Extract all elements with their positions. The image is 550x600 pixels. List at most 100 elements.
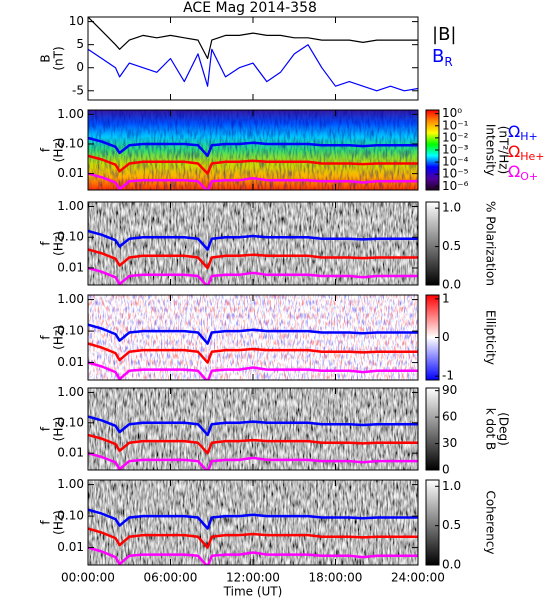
x-tick-label: 06:00:00 [144,571,198,585]
series-line [88,415,418,437]
colorbar-tick-label: 1.0 [442,201,461,215]
series-line [88,508,418,530]
series-line [88,44,418,92]
colorbar-tick-label: 10⁻⁴ [442,155,469,169]
colorbar-tick-label: 1 [442,291,450,305]
colorbar-tick-label: 0.0 [442,558,461,572]
colorbar-tick-label: 10⁻² [442,130,469,144]
legend-label: ΩHe+ [508,142,545,164]
y-tick-label: 0.10 [57,415,84,429]
series-line [88,136,418,158]
y-axis-label: f [39,335,53,340]
y-axis-label: (Hz) [52,417,66,442]
chart-title: ACE Mag 2014-358 [183,0,317,16]
colorbar-label: Coherency [484,490,498,554]
colorbar-label: (Deg) [497,412,511,446]
series-line [88,546,418,565]
spectrogram-texture [88,295,418,380]
y-tick-label: 0.01 [57,540,84,554]
colorbar-label: (nT²/Hz) [497,126,511,174]
y-tick-label: 0.10 [57,136,84,150]
colorbar-tick-label: 0.0 [442,278,461,292]
colorbar-label: % Polarization [484,201,498,286]
series-line [88,229,418,251]
y-tick-label: 1.00 [57,385,84,399]
x-tick-label: 24:00:00 [391,571,445,585]
series-line [88,154,418,175]
colorbar-tick-label: 30 [442,436,457,450]
y-axis-label: (Hz) [52,231,66,256]
y-axis-label: B [39,54,53,62]
y-tick-label: 1.00 [57,107,84,121]
legend-name: Ω [508,162,520,181]
y-tick-label: -5 [72,83,84,97]
series-line [88,248,418,270]
colorbar-tick-label: 0.5 [442,518,461,532]
series-line [88,342,418,364]
y-tick-label: 0.01 [57,260,84,274]
legend-subscript: He+ [520,150,544,163]
colorbar-tick-label: 10⁻⁵ [442,167,469,181]
x-tick-label: 00:00:00 [61,571,115,585]
y-tick-label: 1.00 [57,292,84,306]
colorbar-tick-label: 0 [442,463,450,477]
legend-name: Ω [508,142,520,161]
spectrogram [88,388,418,470]
y-tick-label: 0.10 [57,230,84,244]
y-axis-label: f [39,147,53,152]
colorbar [425,479,440,566]
legend-subscript: R [444,55,452,69]
series-line [88,323,418,345]
legend-label: |B| [432,24,456,45]
x-tick-label: 18:00:00 [309,571,363,585]
legend-name: Ω [508,122,520,141]
y-axis-label: (Hz) [52,510,66,535]
y-tick-label: 0.01 [57,166,84,180]
colorbar-tick-label: 0.5 [442,239,461,253]
spectrogram [88,202,418,285]
series-line [88,361,418,380]
colorbar-tick-label: 10⁻¹ [442,118,469,132]
y-tick-label: 5 [76,37,84,51]
y-tick-label: 10 [69,14,84,28]
colorbar-tick-label: 90 [442,383,457,397]
y-axis-label: (nT) [52,46,66,70]
series-line [88,433,418,455]
y-tick-label: 0.01 [57,355,84,369]
colorbar-label: Ellipticity [484,310,498,365]
colorbar-tick-label: 0 [442,330,450,344]
colorbar-label: k dot B [484,408,498,450]
colorbar [425,201,440,286]
colorbar [425,387,440,471]
y-tick-label: 1.00 [57,199,84,213]
legend-label: BR [432,46,453,69]
series-line [88,172,418,190]
colorbar-tick-label: 10⁻³ [442,143,469,157]
y-tick-label: 0.01 [57,446,84,460]
spectrogram-texture [88,110,418,190]
legend-name: B [432,46,444,67]
colorbar-tick-label: 10⁻⁶ [442,179,469,193]
legend-label: ΩH+ [508,122,538,144]
legend-name: |B| [432,24,456,45]
y-axis-label: (Hz) [52,138,66,163]
y-tick-label: 1.00 [57,477,84,491]
y-tick-label: 0.10 [57,509,84,523]
legend-subscript: H+ [520,130,538,143]
y-axis-label: f [39,520,53,525]
legend-subscript: O+ [520,170,538,183]
y-tick-label: 0.10 [57,324,84,338]
spectrogram [88,480,418,565]
colorbar-tick-label: -1 [442,369,454,383]
series-line [88,451,418,470]
y-axis-label: f [39,241,53,246]
colorbar-tick-label: 60 [442,410,457,424]
colorbar-label: Intensity [484,124,498,176]
colorbar-tick-label: 1.0 [442,479,461,493]
colorbar-tick-label: 10⁰ [442,106,462,120]
legend-label: ΩO+ [508,162,538,184]
x-axis-label: Time (UT) [223,585,283,599]
y-axis-label: f [39,426,53,431]
series-line [88,17,418,60]
